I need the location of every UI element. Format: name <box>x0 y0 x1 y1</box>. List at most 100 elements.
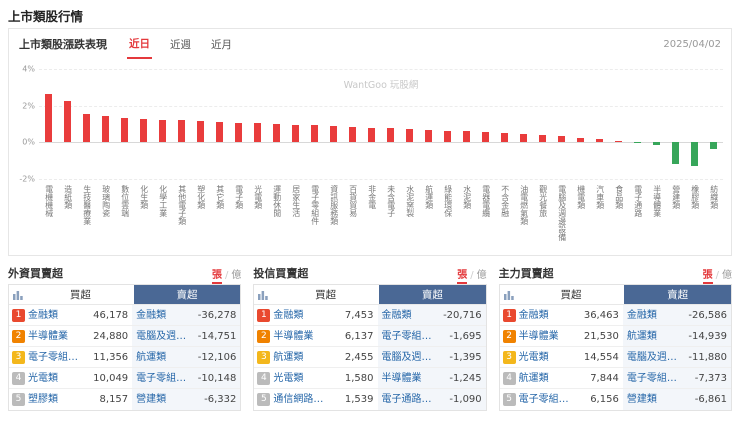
buy-sector-link[interactable]: 電子零組… <box>28 352 78 363</box>
sell-sector-link[interactable]: 電子零組… <box>136 373 187 384</box>
unit-amount-toggle[interactable]: 億 <box>231 269 242 281</box>
sector-bar[interactable] <box>482 132 489 143</box>
sell-sector-link[interactable]: 電子通路… <box>381 394 432 405</box>
buy-sector-link[interactable]: 半導體業 <box>273 331 314 342</box>
sector-bar[interactable] <box>672 142 679 164</box>
x-axis-label[interactable]: 觀光餐旅 <box>538 185 547 217</box>
unit-amount-toggle[interactable]: 億 <box>721 269 732 281</box>
unit-lots-toggle[interactable]: 張 <box>702 269 713 284</box>
sell-sector-link[interactable]: 航運類 <box>626 331 657 342</box>
sector-bar[interactable] <box>178 120 185 143</box>
x-axis-label[interactable]: 水泥類 <box>462 185 471 209</box>
buy-sector-link[interactable]: 金融類 <box>28 310 58 321</box>
sector-bar[interactable] <box>615 140 622 143</box>
buy-sector-link[interactable]: 塑膠類 <box>28 394 58 405</box>
x-axis-label[interactable]: 居家生活 <box>291 185 300 217</box>
x-axis-label[interactable]: 未含電子 <box>386 185 395 217</box>
sector-bar[interactable] <box>596 139 603 143</box>
sector-bar[interactable] <box>254 123 261 143</box>
tab-recent-day[interactable]: 近日 <box>127 29 152 59</box>
sell-column-header[interactable]: 賣超 <box>133 285 241 304</box>
x-axis-label[interactable]: 運動休閒 <box>272 185 281 217</box>
sector-bar[interactable] <box>387 128 394 143</box>
buy-sector-link[interactable]: 電子零組… <box>518 394 569 405</box>
sell-sector-link[interactable]: 電腦及週… <box>381 352 432 363</box>
x-axis-label[interactable]: 營建類 <box>671 185 680 209</box>
x-axis-label[interactable]: 資訊服務類 <box>329 185 338 225</box>
x-axis-label[interactable]: 航運類 <box>424 185 433 209</box>
tab-recent-week[interactable]: 近週 <box>170 39 191 51</box>
buy-sector-link[interactable]: 通信網路… <box>273 394 324 405</box>
x-axis-label[interactable]: 電子通路 <box>633 185 642 217</box>
buy-sector-link[interactable]: 光電類 <box>273 373 304 384</box>
unit-lots-toggle[interactable]: 張 <box>457 269 468 284</box>
x-axis-label[interactable]: 玻璃陶瓷 <box>101 185 110 217</box>
sell-sector-link[interactable]: 電腦及週… <box>626 352 677 363</box>
sector-bar[interactable] <box>444 130 451 143</box>
sell-sector-link[interactable]: 金融類 <box>381 310 412 321</box>
x-axis-label[interactable]: 橡膠類 <box>690 185 699 209</box>
sector-bar[interactable] <box>653 142 660 145</box>
sell-sector-link[interactable]: 半導體業 <box>381 373 422 384</box>
sell-column-header[interactable]: 賣超 <box>624 285 731 304</box>
x-axis-label[interactable]: 電子零組件 <box>310 185 319 225</box>
buy-sector-link[interactable]: 金融類 <box>273 310 304 321</box>
sector-bar[interactable] <box>235 122 242 143</box>
x-axis-label[interactable]: 數位雲端 <box>120 185 129 217</box>
sector-bar[interactable] <box>311 125 318 143</box>
sector-bar[interactable] <box>558 136 565 143</box>
sector-bar[interactable] <box>292 124 299 143</box>
sector-bar[interactable] <box>577 137 584 143</box>
unit-lots-toggle[interactable]: 張 <box>211 269 222 284</box>
sector-bar[interactable] <box>463 131 470 143</box>
buy-column-header[interactable]: 買超 <box>272 285 379 304</box>
sector-bar[interactable] <box>197 121 204 143</box>
x-axis-label[interactable]: 水泥窯製 <box>405 185 414 217</box>
x-axis-label[interactable]: 電腦及週邊設備 <box>557 185 566 241</box>
sector-bar[interactable] <box>406 129 413 143</box>
x-axis-label[interactable]: 紡織類 <box>709 185 718 209</box>
sector-bar[interactable] <box>216 121 223 143</box>
sell-sector-link[interactable]: 電腦及週… <box>136 331 187 342</box>
x-axis-label[interactable]: 油電燃氣類 <box>519 185 528 225</box>
buy-column-header[interactable]: 買超 <box>27 285 134 304</box>
x-axis-label[interactable]: 其他電子類 <box>177 185 186 225</box>
sell-sector-link[interactable]: 航運類 <box>136 352 167 363</box>
x-axis-label[interactable]: 非金電 <box>367 185 376 209</box>
sell-sector-link[interactable]: 電子零組… <box>381 331 432 342</box>
buy-sector-link[interactable]: 半導體業 <box>518 331 559 342</box>
x-axis-label[interactable]: 化生類 <box>139 185 148 209</box>
x-axis-label[interactable]: 電機機械 <box>44 185 53 217</box>
sell-sector-link[interactable]: 營建類 <box>626 394 657 405</box>
buy-sector-link[interactable]: 光電類 <box>518 352 549 363</box>
x-axis-label[interactable]: 綠能環保 <box>443 185 452 217</box>
x-axis-label[interactable]: 化學工業 <box>158 185 167 217</box>
x-axis-label[interactable]: 其它類 <box>215 185 224 209</box>
x-axis-label[interactable]: 光電類 <box>253 185 262 209</box>
sector-bar[interactable] <box>64 100 71 143</box>
x-axis-label[interactable]: 造紙類 <box>63 185 72 209</box>
sector-bar[interactable] <box>121 117 128 143</box>
buy-sector-link[interactable]: 半導體業 <box>28 331 68 342</box>
sector-bar[interactable] <box>520 134 527 143</box>
sector-bar[interactable] <box>634 142 641 144</box>
buy-sector-link[interactable]: 航運類 <box>273 352 304 363</box>
x-axis-label[interactable]: 不含金融 <box>500 185 509 217</box>
sell-column-header[interactable]: 賣超 <box>379 285 486 304</box>
buy-column-header[interactable]: 買超 <box>517 285 625 304</box>
sell-sector-link[interactable]: 電子零組… <box>626 373 677 384</box>
sector-bar[interactable] <box>140 118 147 143</box>
x-axis-label[interactable]: 塑化類 <box>196 185 205 209</box>
sector-bar[interactable] <box>102 116 109 143</box>
sell-sector-link[interactable]: 營建類 <box>136 394 167 405</box>
sector-bar[interactable] <box>349 126 356 143</box>
x-axis-label[interactable]: 生技醫療業 <box>82 185 91 225</box>
x-axis-label[interactable]: 汽車類 <box>595 185 604 209</box>
buy-sector-link[interactable]: 光電類 <box>28 373 58 384</box>
unit-amount-toggle[interactable]: 億 <box>476 269 487 281</box>
sector-bar[interactable] <box>159 119 166 143</box>
sector-bar[interactable] <box>425 129 432 143</box>
x-axis-label[interactable]: 電器電纜 <box>481 185 490 217</box>
sector-bar[interactable] <box>691 142 698 167</box>
sector-bar[interactable] <box>330 126 337 143</box>
